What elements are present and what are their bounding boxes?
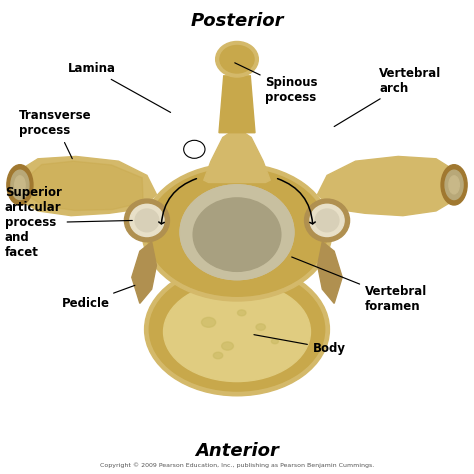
Ellipse shape <box>135 209 159 232</box>
Ellipse shape <box>147 168 327 296</box>
Polygon shape <box>18 156 156 216</box>
Ellipse shape <box>124 199 169 242</box>
Ellipse shape <box>193 198 281 271</box>
Ellipse shape <box>310 204 344 237</box>
Ellipse shape <box>7 165 33 205</box>
Ellipse shape <box>220 46 254 73</box>
Ellipse shape <box>180 185 294 280</box>
Ellipse shape <box>213 352 223 359</box>
Ellipse shape <box>315 209 339 232</box>
Ellipse shape <box>304 199 349 242</box>
Polygon shape <box>318 156 456 216</box>
Ellipse shape <box>180 185 294 280</box>
Text: Posterior: Posterior <box>190 12 284 30</box>
Text: Transverse
process: Transverse process <box>19 109 91 159</box>
Ellipse shape <box>449 176 459 194</box>
Text: Lamina: Lamina <box>68 62 171 112</box>
Ellipse shape <box>15 176 25 194</box>
Text: Superior
articular
process
and
facet: Superior articular process and facet <box>5 186 132 259</box>
Polygon shape <box>28 161 143 210</box>
Text: Body: Body <box>254 335 346 355</box>
Text: Copyright © 2009 Pearson Education, Inc., publishing as Pearson Benjamin Cumming: Copyright © 2009 Pearson Education, Inc.… <box>100 463 374 468</box>
Text: Vertebral
foramen: Vertebral foramen <box>292 257 427 313</box>
Ellipse shape <box>445 170 463 200</box>
Text: Anterior: Anterior <box>195 442 279 460</box>
Ellipse shape <box>142 164 332 301</box>
Ellipse shape <box>237 310 246 316</box>
Ellipse shape <box>145 263 329 396</box>
Ellipse shape <box>149 268 325 391</box>
Ellipse shape <box>216 42 258 77</box>
Ellipse shape <box>271 339 278 344</box>
Text: Vertebral
arch: Vertebral arch <box>334 66 441 127</box>
Ellipse shape <box>221 342 233 350</box>
Ellipse shape <box>164 282 310 382</box>
Polygon shape <box>318 242 342 303</box>
Ellipse shape <box>441 165 467 205</box>
Ellipse shape <box>130 204 164 237</box>
Text: Spinous
process: Spinous process <box>235 63 318 104</box>
Ellipse shape <box>256 324 265 330</box>
Polygon shape <box>132 242 156 303</box>
Polygon shape <box>204 128 270 182</box>
Ellipse shape <box>201 318 216 327</box>
Polygon shape <box>219 76 255 133</box>
Ellipse shape <box>193 198 281 271</box>
Ellipse shape <box>11 170 29 200</box>
Text: Pedicle: Pedicle <box>62 285 135 310</box>
